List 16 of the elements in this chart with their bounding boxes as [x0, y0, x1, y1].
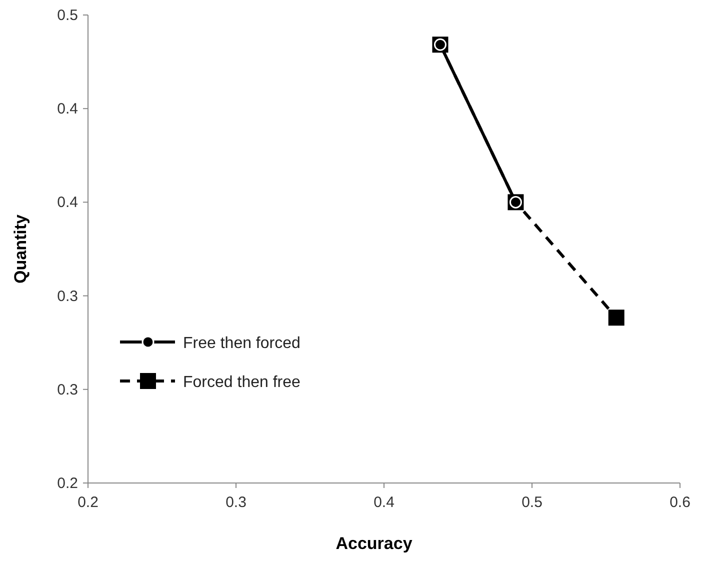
point — [608, 310, 624, 326]
y-tick-label: 0.2 — [57, 475, 78, 492]
x-tick-label: 0.6 — [670, 494, 690, 511]
x-tick-label: 0.5 — [522, 494, 542, 511]
legend-label: Forced then free — [183, 374, 300, 391]
y-tick-label: 0.3 — [57, 288, 78, 305]
y-axis-title: Quantity — [11, 214, 30, 284]
y-tick-label: 0.4 — [57, 194, 78, 212]
y-tick-label: 0.3 — [57, 381, 78, 398]
legend-label: Free then forced — [183, 335, 300, 352]
x-tick-label: 0.3 — [226, 494, 246, 511]
y-tick-label: 0.5 — [57, 7, 78, 24]
x-tick-label: 0.2 — [78, 494, 98, 511]
x-axis-title: Accuracy — [336, 534, 413, 553]
x-tick-label: 0.4 — [374, 494, 394, 511]
y-tick-label: 0.4 — [57, 100, 78, 118]
